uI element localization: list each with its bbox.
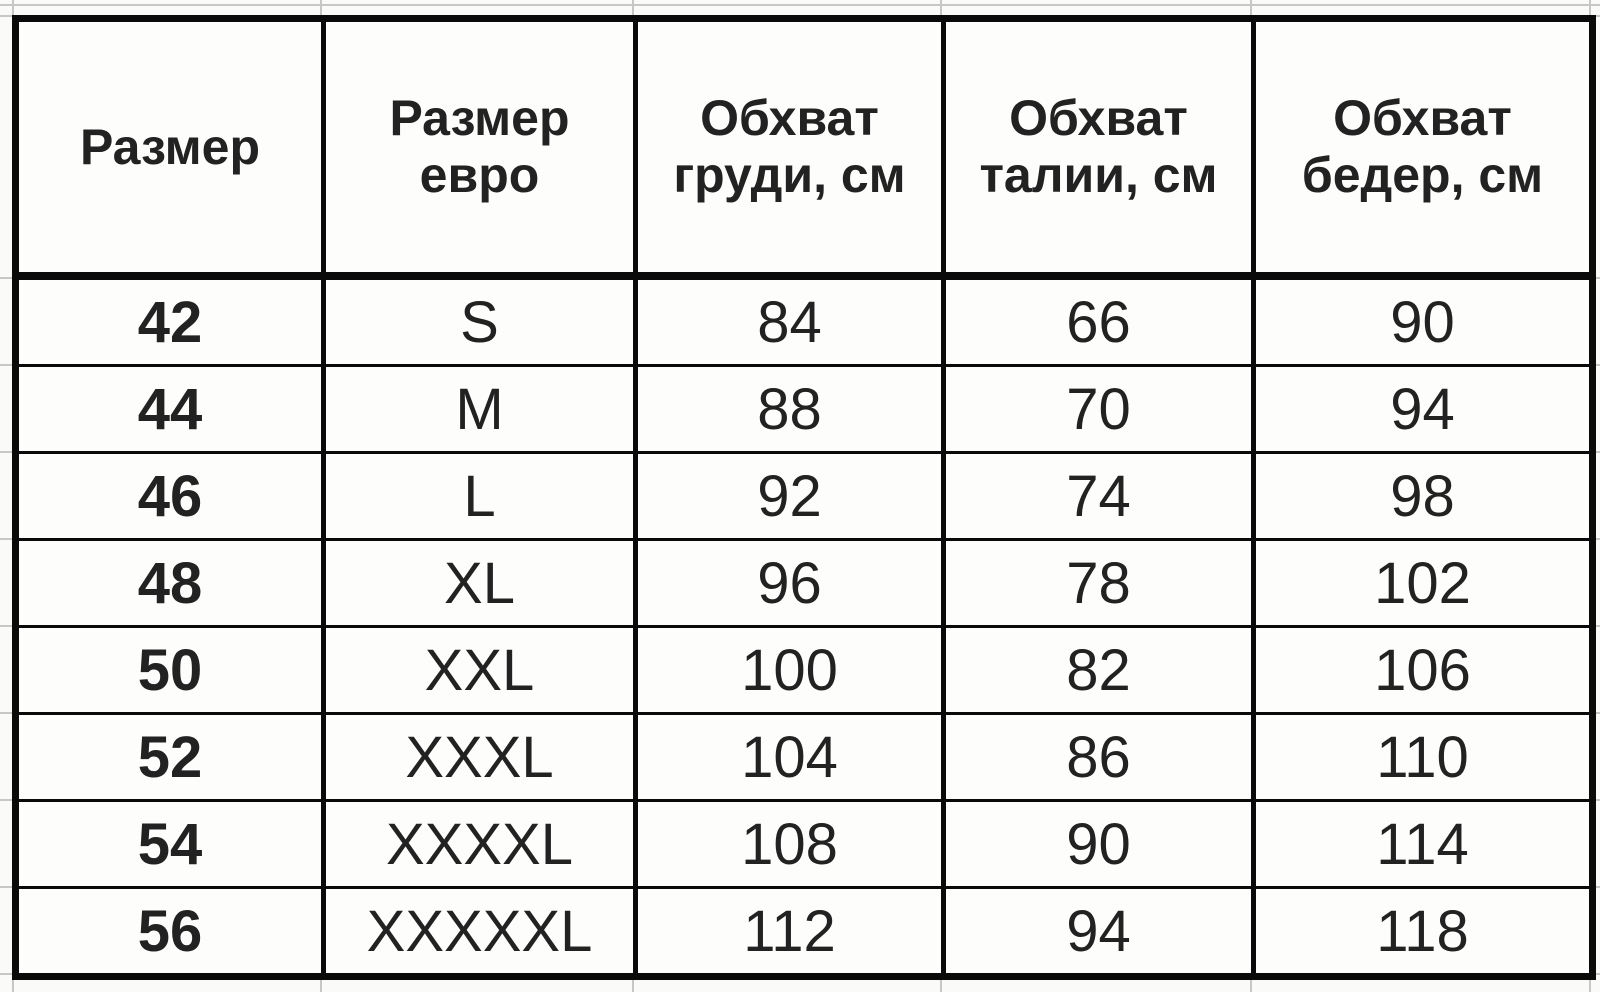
table-row: 56 XXXXXL 112 94 118 bbox=[15, 886, 1593, 977]
table-cell: 104 bbox=[633, 712, 944, 801]
table-row: 46 L 92 74 98 bbox=[15, 451, 1593, 540]
table-row: 52 XXXL 104 86 110 bbox=[15, 712, 1593, 801]
table-cell: M bbox=[321, 364, 636, 453]
table-cell: 84 bbox=[633, 274, 944, 366]
table-cell: 110 bbox=[1251, 712, 1593, 801]
table-cell: XXXXXL bbox=[321, 886, 636, 977]
table-cell: 94 bbox=[1251, 364, 1593, 453]
table-body: 42 S 84 66 90 44 M 88 70 94 46 L 92 74 98 48 XL 96 78 102 50… bbox=[15, 274, 1593, 977]
table-cell: 42 bbox=[15, 274, 324, 366]
table-cell: 98 bbox=[1251, 451, 1593, 540]
table-cell: 90 bbox=[941, 799, 1254, 888]
header-row: Размер Размер евро Обхват груди, см Обхв… bbox=[15, 18, 1593, 280]
table-cell: 46 bbox=[15, 451, 324, 540]
table-cell: 94 bbox=[941, 886, 1254, 977]
table-cell: XXXXL bbox=[321, 799, 636, 888]
table-cell: 52 bbox=[15, 712, 324, 801]
table-cell: 82 bbox=[941, 625, 1254, 714]
table-cell: XXXL bbox=[321, 712, 636, 801]
table-cell: S bbox=[321, 274, 636, 366]
table-cell: 90 bbox=[1251, 274, 1593, 366]
table-cell: 78 bbox=[941, 538, 1254, 627]
table-cell: 106 bbox=[1251, 625, 1593, 714]
table-cell: 48 bbox=[15, 538, 324, 627]
table-cell: 96 bbox=[633, 538, 944, 627]
table-cell: 70 bbox=[941, 364, 1254, 453]
table-row: 54 XXXXL 108 90 114 bbox=[15, 799, 1593, 888]
table-cell: 54 bbox=[15, 799, 324, 888]
col-header-euro-size: Размер евро bbox=[321, 18, 636, 280]
col-header-hips: Обхват бедер, см bbox=[1251, 18, 1593, 280]
table-cell: 66 bbox=[941, 274, 1254, 366]
table-cell: 86 bbox=[941, 712, 1254, 801]
table-row: 44 M 88 70 94 bbox=[15, 364, 1593, 453]
table-cell: 50 bbox=[15, 625, 324, 714]
size-chart-table: Размер Размер евро Обхват груди, см Обхв… bbox=[12, 15, 1596, 980]
table-cell: L bbox=[321, 451, 636, 540]
table-cell: XL bbox=[321, 538, 636, 627]
table-cell: 92 bbox=[633, 451, 944, 540]
table-cell: 56 bbox=[15, 886, 324, 977]
table-cell: 112 bbox=[633, 886, 944, 977]
table-cell: 74 bbox=[941, 451, 1254, 540]
table-cell: 108 bbox=[633, 799, 944, 888]
table-cell: 88 bbox=[633, 364, 944, 453]
col-header-chest: Обхват груди, см bbox=[633, 18, 944, 280]
table-cell: 102 bbox=[1251, 538, 1593, 627]
col-header-size: Размер bbox=[15, 18, 324, 280]
table-row: 48 XL 96 78 102 bbox=[15, 538, 1593, 627]
table-row: 42 S 84 66 90 bbox=[15, 274, 1593, 366]
table-cell: XXL bbox=[321, 625, 636, 714]
col-header-waist: Обхват талии, см bbox=[941, 18, 1254, 280]
gridline-horizontal bbox=[0, 4, 1600, 6]
table-cell: 118 bbox=[1251, 886, 1593, 977]
table-cell: 114 bbox=[1251, 799, 1593, 888]
table-row: 50 XXL 100 82 106 bbox=[15, 625, 1593, 714]
table-cell: 100 bbox=[633, 625, 944, 714]
table-cell: 44 bbox=[15, 364, 324, 453]
